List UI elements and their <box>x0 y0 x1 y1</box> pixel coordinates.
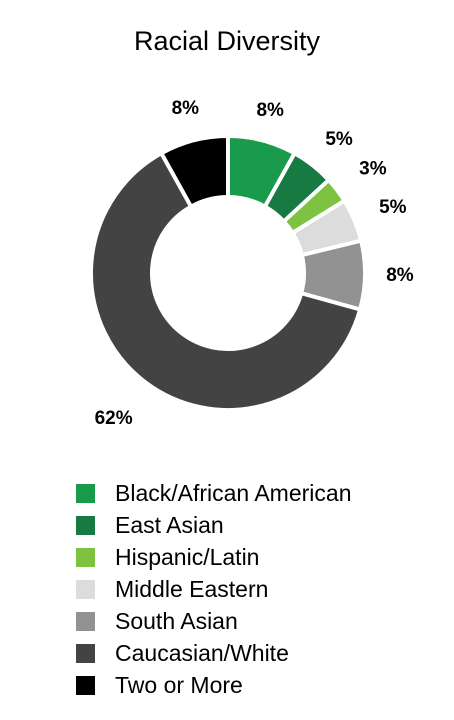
legend-swatch <box>76 515 95 535</box>
legend-item-caucasian-white: Caucasian/White <box>76 637 351 669</box>
data-label-east-asian: 5% <box>325 129 353 150</box>
legend-swatch <box>76 547 95 567</box>
data-label-two-or-more: 8% <box>172 98 200 119</box>
data-label-hispanic-latin: 3% <box>359 158 387 179</box>
data-label-south-asian: 8% <box>386 265 414 286</box>
legend-label: Middle Eastern <box>115 575 269 602</box>
slice-two-or-more <box>158 133 230 210</box>
legend-label: Caucasian/White <box>115 639 289 666</box>
legend-swatch <box>76 643 95 663</box>
legend-label: Black/African American <box>115 479 352 506</box>
legend-swatch <box>76 483 95 503</box>
chart-title: Racial Diversity <box>133 26 321 56</box>
data-label-black-african-american: 8% <box>256 100 284 121</box>
legend-item-two-or-more: Two or More <box>76 669 351 701</box>
legend-item-south-asian: South Asian <box>76 605 351 637</box>
legend-swatch <box>76 675 95 695</box>
legend-item-hispanic-latin: Hispanic/Latin <box>76 541 351 573</box>
legend-item-middle-eastern: Middle Eastern <box>76 573 351 605</box>
legend-label: South Asian <box>115 607 238 634</box>
legend-item-black-african-american: Black/African American <box>76 477 351 509</box>
legend-label: Two or More <box>115 671 243 698</box>
legend-label: Hispanic/Latin <box>115 543 260 570</box>
chart-legend: Black/African American East Asian Hispanic… <box>76 477 351 701</box>
legend-item-east-asian: East Asian <box>76 509 351 541</box>
data-label-caucasian-white: 62% <box>95 408 133 429</box>
slice-caucasian-white <box>89 150 363 412</box>
legend-label: East Asian <box>115 511 224 538</box>
legend-swatch <box>76 611 95 631</box>
legend-swatch <box>76 579 95 599</box>
data-label-middle-eastern: 5% <box>379 197 407 218</box>
